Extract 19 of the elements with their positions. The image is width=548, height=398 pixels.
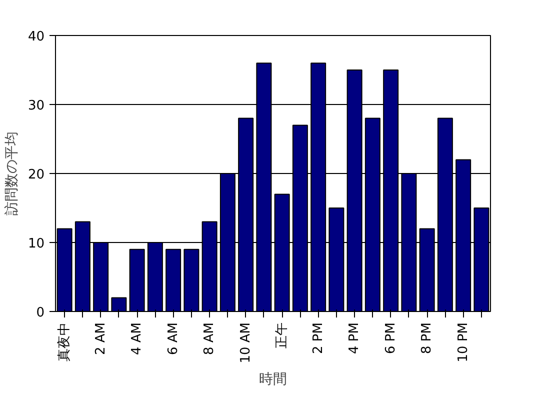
y-tick-label: 0 — [36, 306, 45, 320]
y-tick-label: 10 — [28, 236, 45, 252]
y-tick-label: 20 — [28, 168, 45, 182]
y-tick-label: 30 — [28, 98, 45, 114]
x-tick-label: 4 AM — [130, 322, 145, 356]
x-tick-label: 10 AM — [238, 322, 254, 364]
x-tick-label: 10 PM — [456, 322, 471, 362]
y-tick-label: 40 — [28, 30, 45, 44]
y-axis-title: 訪問数の平均 — [4, 132, 20, 216]
x-tick-label: 8 AM — [202, 322, 218, 356]
x-tick-label: 4 PM — [347, 322, 362, 354]
x-tick-label: 8 PM — [420, 322, 435, 354]
x-tick-label: 正午 — [274, 322, 290, 348]
x-tick-label: 6 PM — [383, 322, 398, 354]
x-tick-label: 6 AM — [166, 322, 181, 356]
x-axis-title: 時間 — [259, 371, 287, 388]
x-tick-label: 真夜中 — [56, 322, 72, 362]
x-tick-label: 2 PM — [310, 322, 326, 354]
x-tick-label: 2 AM — [93, 322, 108, 356]
